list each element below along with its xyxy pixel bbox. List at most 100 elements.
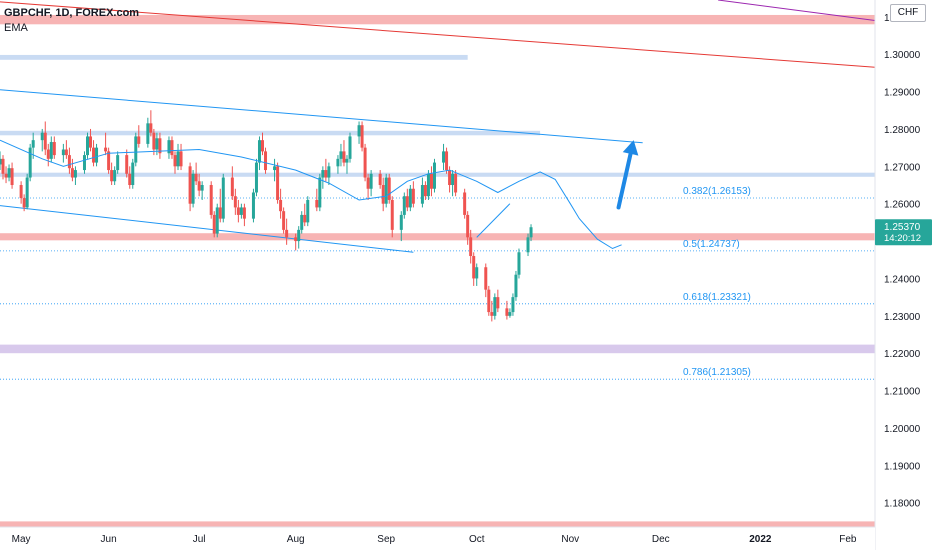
y-tick-label-9: 1.22000	[884, 349, 921, 360]
candle-body	[46, 149, 50, 159]
candle-body	[463, 192, 467, 215]
candle-body	[104, 147, 108, 152]
trendline-1	[718, 0, 876, 22]
candle-body	[70, 168, 74, 178]
y-tick-label-7: 1.24000	[884, 274, 921, 285]
candle-body	[22, 198, 26, 208]
candle-body	[294, 237, 298, 242]
y-tick-label-2: 1.29000	[884, 88, 921, 99]
candle-body	[493, 297, 497, 316]
candle-body	[285, 229, 289, 238]
candle-body	[451, 173, 455, 186]
candle-body	[318, 177, 322, 208]
zone-6	[0, 521, 875, 527]
candle-body	[0, 158, 2, 165]
zone-1	[0, 54, 468, 60]
price-axis	[875, 0, 932, 550]
candle-body	[43, 132, 47, 150]
candle-body	[212, 214, 216, 234]
trendline-0	[0, 1, 876, 68]
candle-body	[251, 192, 255, 219]
candle-body	[529, 227, 533, 238]
fib-label-1: 0.5(1.24737)	[683, 239, 740, 250]
candle-body	[236, 207, 240, 215]
candle-body	[40, 132, 44, 141]
candle-body	[348, 136, 352, 159]
candle-body	[146, 123, 150, 144]
y-tick-label-12: 1.19000	[884, 461, 921, 472]
candle-body	[25, 177, 29, 208]
x-tick-label-4: Sep	[377, 534, 395, 545]
x-tick-label-5: Oct	[469, 534, 485, 545]
candle-body	[67, 155, 71, 169]
price-tag-value: 1.25370	[884, 222, 921, 233]
candle-body	[155, 138, 159, 150]
candle-body	[233, 196, 237, 208]
x-tick-label-9: Feb	[839, 534, 857, 545]
candle-body	[282, 211, 286, 230]
indicator-label[interactable]: EMA	[4, 22, 28, 34]
candle-body	[134, 136, 138, 163]
trendline-2	[0, 89, 643, 144]
candle-body	[511, 297, 515, 313]
ema-line	[0, 139, 622, 250]
x-tick-label-7: Dec	[652, 534, 670, 545]
candle-body	[315, 199, 319, 208]
candle-body	[300, 214, 304, 230]
candle-body	[86, 136, 89, 156]
fib-label-3: 0.786(1.21305)	[683, 367, 751, 378]
y-tick-label-4: 1.27000	[884, 162, 921, 173]
candle-body	[469, 237, 473, 257]
candle-body	[357, 125, 361, 137]
candle-body	[378, 173, 382, 186]
candle-body	[339, 151, 343, 159]
candle-body	[327, 166, 331, 178]
candle-body	[345, 158, 349, 163]
candle-body	[276, 166, 280, 200]
candle-body	[432, 162, 436, 189]
time-axis	[0, 527, 875, 550]
candle-body	[137, 136, 141, 144]
zone-0	[0, 14, 875, 25]
candle-body	[442, 151, 446, 163]
zone-4	[0, 233, 875, 241]
x-tick-label-6: Nov	[561, 534, 579, 545]
candle-body	[209, 185, 213, 215]
candle-body	[423, 185, 427, 197]
candle-body	[116, 155, 120, 171]
candle-body	[399, 214, 403, 230]
symbol-title[interactable]: GBPCHF, 1D, FOREX.com	[4, 7, 140, 19]
candle-body	[194, 173, 198, 182]
candle-body	[110, 170, 114, 182]
candle-body	[420, 185, 424, 204]
candle-body	[526, 237, 530, 253]
candle-body	[484, 267, 488, 290]
candle-body	[188, 166, 192, 204]
candle-body	[360, 125, 364, 148]
candle-body	[405, 196, 409, 208]
candle-body	[158, 138, 162, 154]
currency-button[interactable]: CHF	[890, 4, 926, 22]
candle-body	[230, 177, 234, 197]
candle-body	[261, 140, 264, 152]
trendline-4	[476, 203, 511, 238]
candle-body	[303, 214, 307, 223]
candle-body	[505, 308, 509, 316]
fib-label-2: 0.618(1.23321)	[683, 292, 751, 303]
candle-body	[454, 173, 458, 193]
candle-body	[215, 207, 219, 234]
candle-body	[89, 136, 93, 148]
candle-body	[387, 177, 391, 200]
y-tick-label-11: 1.20000	[884, 424, 921, 435]
x-tick-label-0: May	[12, 534, 31, 545]
candle-body	[149, 123, 153, 133]
candle-body	[10, 168, 14, 186]
candle-body	[390, 199, 394, 230]
candle-body	[381, 185, 385, 204]
candle-body	[297, 229, 301, 242]
candle-body	[31, 140, 35, 148]
candle-body	[324, 170, 328, 178]
candle-body	[429, 173, 433, 189]
candle-body	[466, 214, 470, 238]
